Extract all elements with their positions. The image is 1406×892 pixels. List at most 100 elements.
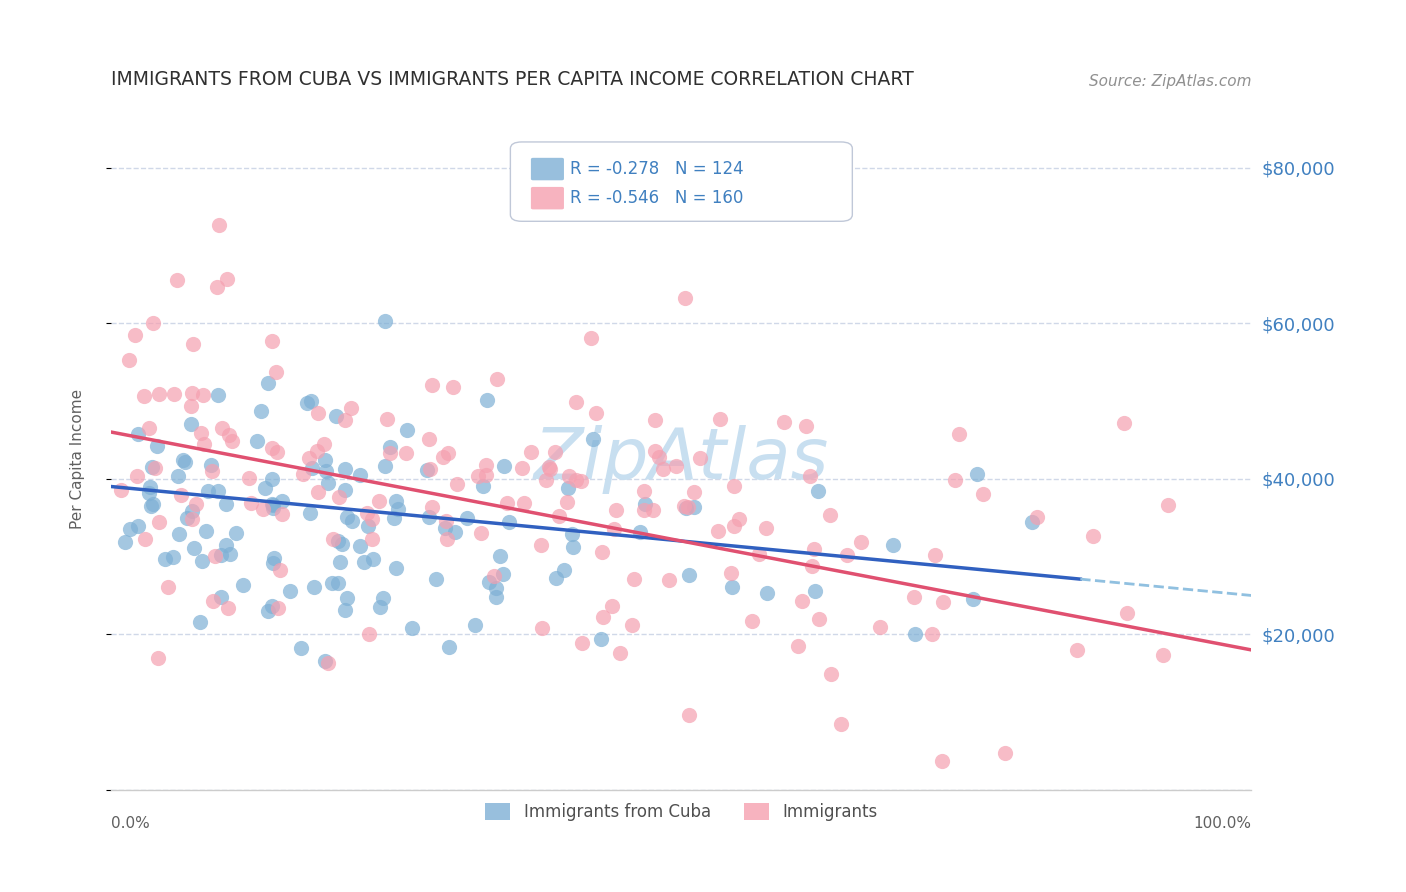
Point [436, 532, 458, 546]
Point [673, 499, 696, 513]
Point [180, 385, 202, 400]
Point [218, 427, 240, 442]
Point [395, 446, 418, 460]
Point [565, 473, 588, 487]
Point [444, 524, 467, 539]
Point [246, 434, 269, 448]
Point [262, 500, 284, 515]
Point [335, 483, 357, 497]
Point [270, 507, 292, 521]
Point [186, 497, 208, 511]
Point [943, 473, 966, 487]
Point [118, 353, 141, 368]
Point [374, 458, 396, 473]
Point [375, 412, 398, 426]
FancyBboxPatch shape [531, 187, 564, 210]
Text: ZipAtlas: ZipAtlas [534, 425, 830, 494]
Point [1083, 529, 1105, 543]
Point [238, 470, 260, 484]
Point [142, 497, 165, 511]
Point [633, 483, 655, 498]
Point [482, 569, 505, 583]
Point [170, 487, 193, 501]
Point [966, 467, 988, 482]
Point [380, 446, 402, 460]
Point [689, 451, 711, 466]
Point [326, 534, 349, 549]
Point [903, 590, 925, 604]
Point [794, 419, 817, 434]
Point [201, 593, 224, 607]
Point [830, 717, 852, 731]
Point [141, 460, 163, 475]
Point [416, 463, 439, 477]
Point [143, 460, 166, 475]
Point [456, 510, 478, 524]
Point [262, 499, 284, 513]
Point [755, 521, 778, 535]
Point [290, 640, 312, 655]
Point [211, 421, 233, 435]
Point [464, 617, 486, 632]
Point [142, 317, 165, 331]
Point [262, 556, 284, 570]
Point [215, 497, 238, 511]
Point [683, 500, 706, 514]
Point [434, 514, 457, 528]
Point [146, 439, 169, 453]
Point [582, 432, 605, 446]
Point [820, 667, 842, 681]
Point [385, 561, 408, 575]
Point [904, 626, 927, 640]
Point [262, 441, 284, 455]
Point [1116, 606, 1139, 620]
Point [322, 532, 344, 546]
Point [217, 272, 239, 286]
Point [600, 599, 623, 614]
Point [157, 580, 180, 594]
Point [882, 538, 904, 552]
Point [193, 437, 215, 451]
Point [433, 521, 456, 535]
Point [446, 477, 468, 491]
Point [540, 462, 562, 476]
Point [205, 280, 228, 294]
Point [756, 586, 779, 600]
Point [316, 476, 339, 491]
Point [127, 519, 149, 533]
Point [557, 468, 579, 483]
Point [333, 462, 356, 476]
Point [962, 592, 984, 607]
FancyBboxPatch shape [531, 158, 564, 180]
Point [972, 487, 994, 501]
Point [531, 621, 554, 635]
Point [641, 503, 664, 517]
Point [162, 549, 184, 564]
Point [361, 551, 384, 566]
Point [232, 578, 254, 592]
Point [676, 500, 699, 514]
Point [628, 524, 651, 539]
Point [1152, 648, 1174, 662]
Point [217, 601, 239, 615]
Point [820, 508, 842, 523]
Point [361, 532, 384, 546]
Point [267, 600, 290, 615]
Point [118, 522, 141, 536]
Text: R = -0.546   N = 160: R = -0.546 N = 160 [569, 189, 742, 207]
Point [201, 465, 224, 479]
Point [543, 445, 565, 459]
Point [807, 612, 830, 626]
Point [633, 502, 655, 516]
Point [665, 459, 688, 474]
Point [263, 551, 285, 566]
Point [207, 483, 229, 498]
Point [360, 512, 382, 526]
Point [498, 515, 520, 529]
Point [772, 415, 794, 429]
Point [166, 469, 188, 483]
Point [425, 572, 447, 586]
Point [748, 547, 770, 561]
Point [139, 499, 162, 513]
Point [181, 504, 204, 518]
